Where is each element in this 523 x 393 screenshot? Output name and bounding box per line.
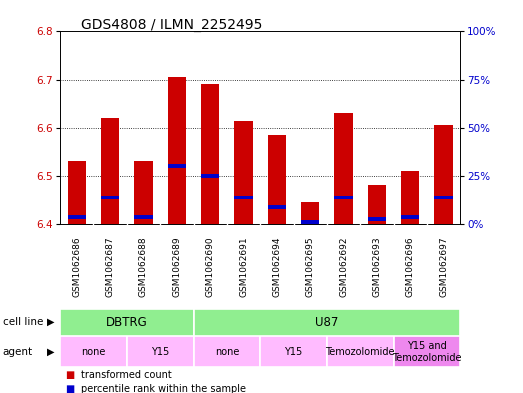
Bar xyxy=(435,125,453,224)
Text: none: none xyxy=(81,347,106,357)
Bar xyxy=(334,113,353,224)
Text: Temozolomide: Temozolomide xyxy=(325,347,395,357)
Text: Y15: Y15 xyxy=(151,347,169,357)
Text: ▶: ▶ xyxy=(48,347,55,357)
Bar xyxy=(234,196,253,200)
Text: GSM1062689: GSM1062689 xyxy=(173,236,181,297)
Bar xyxy=(168,77,186,224)
Bar xyxy=(194,336,260,367)
Bar xyxy=(127,336,194,367)
Text: percentile rank within the sample: percentile rank within the sample xyxy=(81,384,246,393)
Text: GSM1062691: GSM1062691 xyxy=(239,236,248,297)
Text: agent: agent xyxy=(3,347,33,357)
Bar xyxy=(301,220,320,224)
Bar xyxy=(234,121,253,224)
Text: GSM1062695: GSM1062695 xyxy=(306,236,315,297)
Text: GDS4808 / ILMN_2252495: GDS4808 / ILMN_2252495 xyxy=(81,18,263,32)
Text: GSM1062693: GSM1062693 xyxy=(372,236,381,297)
Bar xyxy=(67,215,86,219)
Text: Y15: Y15 xyxy=(285,347,303,357)
Bar xyxy=(101,118,119,224)
Bar xyxy=(401,171,419,224)
Text: GSM1062690: GSM1062690 xyxy=(206,236,214,297)
Bar xyxy=(301,202,320,224)
Bar xyxy=(201,84,219,224)
Text: GSM1062696: GSM1062696 xyxy=(406,236,415,297)
Text: Y15 and
Temozolomide: Y15 and Temozolomide xyxy=(392,341,462,362)
Bar xyxy=(168,164,186,168)
Bar xyxy=(327,336,393,367)
Text: GSM1062687: GSM1062687 xyxy=(106,236,115,297)
Bar xyxy=(201,174,219,178)
Text: GSM1062686: GSM1062686 xyxy=(72,236,81,297)
Bar xyxy=(60,336,127,367)
Bar xyxy=(435,196,453,200)
Bar xyxy=(134,162,153,224)
Text: cell line: cell line xyxy=(3,317,43,327)
Bar xyxy=(334,196,353,200)
Bar xyxy=(60,309,194,336)
Bar xyxy=(368,217,386,221)
Bar xyxy=(134,215,153,219)
Bar xyxy=(268,135,286,224)
Bar xyxy=(101,196,119,200)
Text: ■: ■ xyxy=(65,370,75,380)
Text: U87: U87 xyxy=(315,316,338,329)
Text: none: none xyxy=(214,347,239,357)
Text: GSM1062692: GSM1062692 xyxy=(339,236,348,296)
Text: GSM1062688: GSM1062688 xyxy=(139,236,148,297)
Bar xyxy=(401,215,419,219)
Bar xyxy=(194,309,460,336)
Text: DBTRG: DBTRG xyxy=(106,316,147,329)
Text: GSM1062697: GSM1062697 xyxy=(439,236,448,297)
Bar xyxy=(394,336,460,367)
Text: ▶: ▶ xyxy=(48,317,55,327)
Text: GSM1062694: GSM1062694 xyxy=(272,236,281,296)
Bar xyxy=(268,205,286,209)
Bar xyxy=(67,162,86,224)
Text: transformed count: transformed count xyxy=(81,370,172,380)
Text: ■: ■ xyxy=(65,384,75,393)
Bar xyxy=(260,336,327,367)
Bar xyxy=(368,185,386,224)
